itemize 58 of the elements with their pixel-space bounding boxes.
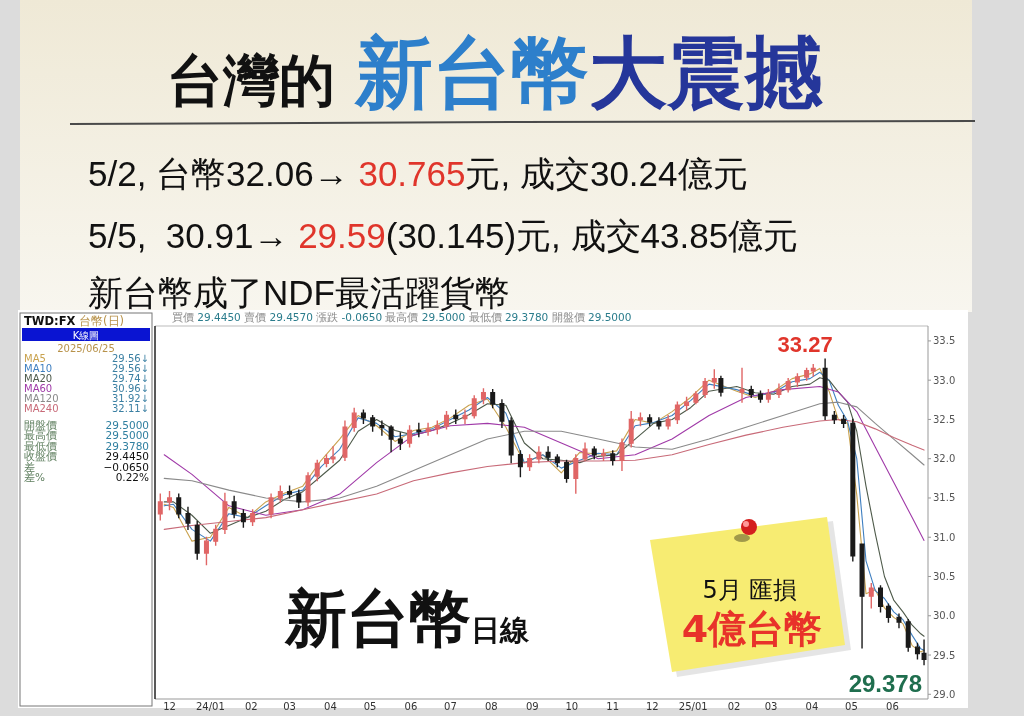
card-text: 最高價 29.5000 xyxy=(24,429,149,442)
x-tick-label: 09 xyxy=(525,701,539,712)
y-tick-label: 32.0 xyxy=(933,453,956,465)
x-tick-label: 04 xyxy=(805,701,819,712)
card-text: K線圖 xyxy=(72,329,100,341)
y-tick-label: 29.0 xyxy=(933,688,956,700)
legend-item: MA10 xyxy=(24,363,53,374)
legend-item: MA60 xyxy=(24,383,53,394)
legend-item: MA120 xyxy=(24,393,59,404)
card-text: 開盤價 29.5000 xyxy=(24,419,149,431)
card-text: 29.74↓ xyxy=(112,373,149,384)
x-tick-label: 06 xyxy=(404,701,418,712)
x-tick-label: 25/01 xyxy=(678,701,708,712)
title: 台灣的 新台幣大震撼 xyxy=(167,28,823,118)
x-tick-label: 03 xyxy=(283,701,296,712)
y-tick-label: 29.5 xyxy=(933,649,956,661)
x-tick-label: 02 xyxy=(244,701,258,712)
x-tick-label: 05 xyxy=(363,701,377,712)
card-text: 31.92↓ xyxy=(112,393,149,404)
card-text: 2025/06/25 xyxy=(57,343,115,354)
card-text: 收盤價 29.4450 xyxy=(24,450,149,463)
card-title: TWD:FX 台幣(日) xyxy=(24,314,125,328)
annotation: 5月 匯損 xyxy=(702,576,798,604)
subtitle: 買價 29.4450 賣價 29.4570 漲跌 -0.0650 最高價 29.5000 最低價 29.3780 開盤價 29.5000 xyxy=(172,311,632,323)
annotation: 5/2, 台幣32.06→ 30.765元, 成交30.24億元 xyxy=(88,154,748,193)
y-tick-label: 30.5 xyxy=(933,571,956,582)
legend-item: MA20 xyxy=(24,373,53,384)
annotation: 新台幣成了NDF最活躍貨幣 xyxy=(88,273,510,312)
x-tick-label: 12 xyxy=(645,701,659,712)
card-text: 30.96↓ xyxy=(112,383,149,394)
card-text: 32.11↓ xyxy=(112,403,149,414)
legend-item: MA5 xyxy=(24,353,46,364)
y-tick-label: 31.0 xyxy=(933,531,956,543)
legend-item: MA240 xyxy=(24,403,59,414)
x-tick-label: 10 xyxy=(565,701,579,712)
x-tick-label: 06 xyxy=(886,701,899,712)
x-tick-label: 11 xyxy=(606,701,620,712)
x-tick-label: 07 xyxy=(444,701,457,712)
x-tick-label: 04 xyxy=(324,701,337,712)
annotation: 新台幣日線 xyxy=(285,582,529,655)
x-tick-label: 24/01 xyxy=(196,701,225,712)
annotation: 29.378 xyxy=(848,669,923,697)
annotation: 5/5, 30.91→ 29.59(30.145)元, 成交43.85億元 xyxy=(88,216,799,255)
annotation: 4億台幣 xyxy=(681,607,823,651)
y-tick-label: 30.0 xyxy=(933,610,956,622)
card-text: 29.56↓ xyxy=(112,363,149,374)
x-tick-label: 05 xyxy=(845,701,858,712)
x-tick-label: 02 xyxy=(727,701,741,712)
x-tick-label: 03 xyxy=(764,701,778,712)
y-tick-label: 33.5 xyxy=(933,335,956,347)
y-tick-label: 32.5 xyxy=(933,413,956,425)
card-text: 差% 0.22% xyxy=(24,471,149,483)
card-text: 29.56↓ xyxy=(112,353,149,364)
x-tick-label: 12 xyxy=(163,701,176,712)
annotation: 33.27 xyxy=(777,332,833,357)
y-tick-label: 31.5 xyxy=(933,492,956,504)
y-tick-label: 33.0 xyxy=(933,374,956,386)
x-tick-label: 08 xyxy=(485,701,498,712)
